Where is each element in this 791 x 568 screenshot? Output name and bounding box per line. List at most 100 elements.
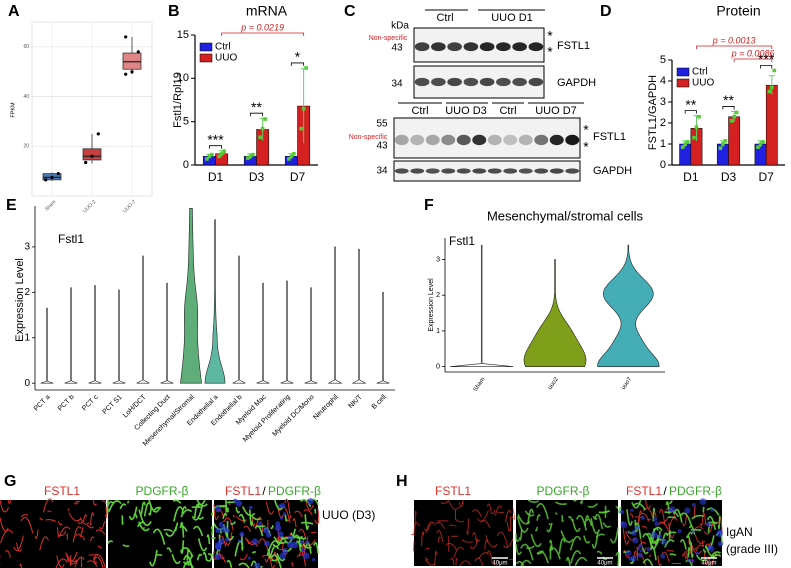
fiber xyxy=(181,506,187,515)
fiber xyxy=(79,517,90,525)
blot-band xyxy=(431,42,446,52)
nucleus xyxy=(653,517,658,522)
nonspecific-label: Non-specific xyxy=(369,35,408,42)
data-point xyxy=(732,114,736,119)
blot-membrane xyxy=(393,117,581,159)
violin xyxy=(256,282,270,384)
y-tick-label: 15 xyxy=(177,29,189,41)
fiber xyxy=(706,516,717,531)
fiber xyxy=(202,551,208,560)
blot-band xyxy=(456,168,471,174)
fiber xyxy=(434,550,438,567)
data-point xyxy=(205,157,209,161)
fiber xyxy=(97,545,102,549)
kda-marker: 34 xyxy=(391,79,403,90)
fiber xyxy=(484,539,489,550)
data-point xyxy=(758,142,763,146)
fiber xyxy=(128,506,138,521)
x-tick-label: NK/T xyxy=(347,393,364,410)
fiber xyxy=(437,536,441,543)
fiber xyxy=(45,519,57,522)
blot-band xyxy=(496,77,511,87)
data-point xyxy=(299,126,303,131)
fiber xyxy=(534,526,539,532)
legend-swatch xyxy=(199,42,213,52)
nucleus xyxy=(619,509,625,515)
data-point xyxy=(124,72,128,76)
violin xyxy=(64,287,78,384)
lane-group: UUO D7 xyxy=(535,105,577,117)
significance-label: ** xyxy=(251,99,262,115)
fiber xyxy=(536,514,541,521)
fiber xyxy=(39,536,49,551)
nucleus xyxy=(279,516,284,520)
fiber xyxy=(298,551,307,567)
fiber xyxy=(626,509,633,526)
nucleus xyxy=(684,507,691,514)
nucleus xyxy=(217,538,225,545)
fiber xyxy=(669,553,677,557)
data-point xyxy=(258,135,262,140)
channel-label: PDGFR-β xyxy=(136,484,189,498)
nucleus xyxy=(274,524,282,532)
fiber xyxy=(66,551,78,563)
y-tick-label: 1 xyxy=(24,332,30,343)
p-value: p = 0.0086 xyxy=(731,48,775,58)
y-tick-label: 60 xyxy=(23,44,29,50)
fiber xyxy=(642,558,654,567)
y-axis-label: Fstl1/Rpl19 xyxy=(172,72,184,128)
fiber xyxy=(586,518,593,526)
fiber xyxy=(493,563,498,567)
fiber xyxy=(494,505,503,516)
data-point xyxy=(50,175,54,179)
fiber xyxy=(664,539,675,548)
data-point xyxy=(287,157,291,161)
fiber xyxy=(668,500,673,504)
fiber xyxy=(526,545,535,550)
fiber xyxy=(658,521,670,533)
nucleus xyxy=(302,552,310,560)
fiber xyxy=(242,506,256,517)
fiber xyxy=(122,544,130,548)
fiber xyxy=(455,557,458,566)
fiber xyxy=(504,509,512,523)
fiber xyxy=(661,551,670,563)
violin xyxy=(232,255,246,384)
fiber xyxy=(469,538,479,549)
x-tick-label: uuo2 xyxy=(547,376,560,391)
legend-swatch xyxy=(676,67,690,77)
fiber xyxy=(290,532,304,539)
nucleus xyxy=(667,508,671,512)
nucleus xyxy=(312,558,316,562)
fiber xyxy=(631,499,642,509)
asterisk: * xyxy=(583,122,589,138)
data-point xyxy=(729,119,734,123)
fiber xyxy=(682,515,688,527)
y-tick-label: 3 xyxy=(24,242,30,253)
nucleus xyxy=(264,540,270,547)
nucleus xyxy=(695,551,700,555)
fiber xyxy=(659,508,666,525)
data-point xyxy=(721,142,725,146)
fiber xyxy=(690,542,694,558)
fiber xyxy=(423,523,431,531)
fiber xyxy=(73,502,79,505)
nucleus xyxy=(638,543,643,549)
blot-band xyxy=(565,168,580,174)
fiber xyxy=(570,550,582,564)
nucleus xyxy=(304,540,310,545)
blot-band xyxy=(472,134,487,146)
fiber xyxy=(105,506,107,519)
fiber xyxy=(672,512,679,518)
blot-band xyxy=(414,42,430,52)
fiber xyxy=(284,498,291,515)
nucleus xyxy=(654,521,660,527)
fiber xyxy=(57,521,63,526)
fiber xyxy=(515,533,520,543)
panel-letter: H xyxy=(396,473,408,490)
fiber xyxy=(127,500,130,504)
nucleus xyxy=(265,532,272,538)
fiber xyxy=(594,513,604,530)
fiber xyxy=(575,515,588,531)
